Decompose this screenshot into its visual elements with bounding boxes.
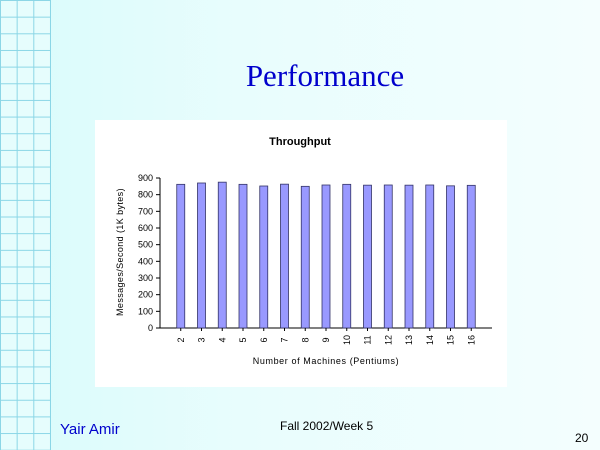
x-tick-label: 9 bbox=[321, 337, 331, 342]
y-tick-label: 200 bbox=[138, 290, 153, 300]
bar-15 bbox=[446, 185, 455, 329]
y-tick-label: 900 bbox=[138, 173, 153, 183]
bar-8 bbox=[300, 185, 310, 329]
x-tick-label: 2 bbox=[176, 337, 186, 342]
x-tick-label: 6 bbox=[259, 337, 269, 342]
x-tick-label: 3 bbox=[197, 337, 207, 342]
bar-10 bbox=[342, 183, 352, 329]
x-tick-label: 16 bbox=[466, 335, 476, 345]
y-tick-label: 700 bbox=[138, 206, 153, 216]
y-tick-label: 400 bbox=[138, 256, 153, 266]
x-tick-label: 4 bbox=[217, 337, 227, 342]
bar-9 bbox=[321, 184, 331, 329]
bar-3 bbox=[197, 182, 206, 329]
x-axis-label: Number of Machines (Pentiums) bbox=[253, 356, 399, 366]
bar-11 bbox=[363, 184, 372, 329]
author-name: Yair Amir bbox=[60, 421, 120, 438]
x-tick-label: 14 bbox=[425, 335, 435, 345]
y-tick-label: 500 bbox=[138, 240, 153, 250]
x-tick-label: 7 bbox=[280, 337, 290, 342]
y-tick-label: 300 bbox=[138, 273, 153, 283]
bar-16 bbox=[466, 184, 476, 329]
slide-title: Performance bbox=[245, 58, 405, 93]
x-tick-label: 8 bbox=[300, 337, 310, 342]
bar-7 bbox=[280, 183, 289, 329]
y-tick-label: 800 bbox=[138, 190, 153, 200]
bar-6 bbox=[259, 185, 269, 329]
chart-title: Throughput bbox=[269, 136, 331, 148]
x-tick-label: 11 bbox=[363, 335, 373, 344]
x-tick-label: 15 bbox=[446, 335, 456, 345]
x-tick-label: 10 bbox=[342, 335, 352, 345]
bar-2 bbox=[176, 183, 186, 329]
bar-5 bbox=[238, 183, 248, 329]
y-tick-label: 0 bbox=[148, 323, 153, 333]
course-week: Fall 2002/Week 5 bbox=[280, 419, 374, 433]
bar-13 bbox=[404, 184, 414, 329]
bar-12 bbox=[383, 184, 393, 329]
x-tick-label: 12 bbox=[383, 335, 393, 345]
y-axis-label: Messages/Second (1K bytes) bbox=[115, 188, 125, 316]
grid-decoration bbox=[0, 0, 51, 450]
chart-panel: Throughput 0 100 200 300 400 500 600 700 800 900 2 3… bbox=[95, 120, 507, 387]
y-tick-label: 100 bbox=[138, 306, 153, 316]
bar-14 bbox=[425, 184, 435, 329]
bar-4 bbox=[217, 181, 227, 329]
page-number: 20 bbox=[575, 431, 589, 445]
x-tick-label: 13 bbox=[404, 335, 414, 345]
y-tick-label: 600 bbox=[138, 223, 153, 233]
throughput-chart: Throughput 0 100 200 300 400 500 600 700 800 900 2 3… bbox=[115, 136, 492, 366]
x-tick-label: 5 bbox=[238, 337, 248, 342]
